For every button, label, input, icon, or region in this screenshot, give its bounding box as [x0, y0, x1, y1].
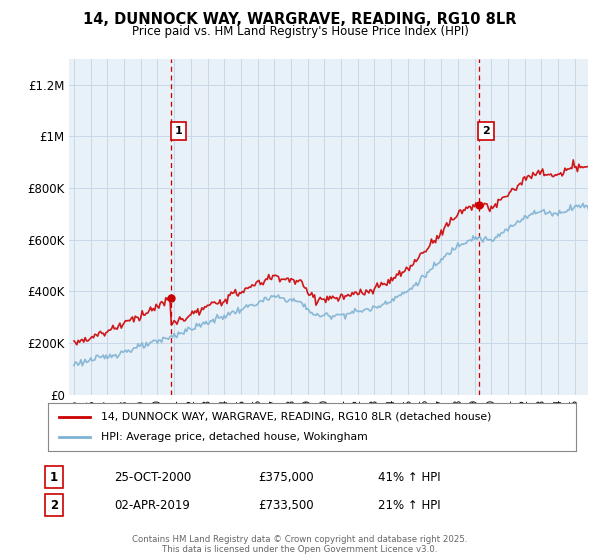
Text: 2: 2 [482, 126, 490, 136]
Text: 21% ↑ HPI: 21% ↑ HPI [378, 498, 440, 512]
Text: 1: 1 [50, 470, 58, 484]
Text: 14, DUNNOCK WAY, WARGRAVE, READING, RG10 8LR (detached house): 14, DUNNOCK WAY, WARGRAVE, READING, RG10… [101, 412, 491, 422]
Text: Price paid vs. HM Land Registry's House Price Index (HPI): Price paid vs. HM Land Registry's House … [131, 25, 469, 38]
Text: 41% ↑ HPI: 41% ↑ HPI [378, 470, 440, 484]
Text: 2: 2 [50, 498, 58, 512]
Text: 02-APR-2019: 02-APR-2019 [114, 498, 190, 512]
Text: 25-OCT-2000: 25-OCT-2000 [114, 470, 191, 484]
Text: 1: 1 [175, 126, 182, 136]
Text: 14, DUNNOCK WAY, WARGRAVE, READING, RG10 8LR: 14, DUNNOCK WAY, WARGRAVE, READING, RG10… [83, 12, 517, 27]
Text: Contains HM Land Registry data © Crown copyright and database right 2025.
This d: Contains HM Land Registry data © Crown c… [132, 535, 468, 554]
Text: £733,500: £733,500 [258, 498, 314, 512]
Text: HPI: Average price, detached house, Wokingham: HPI: Average price, detached house, Woki… [101, 432, 368, 442]
Text: £375,000: £375,000 [258, 470, 314, 484]
